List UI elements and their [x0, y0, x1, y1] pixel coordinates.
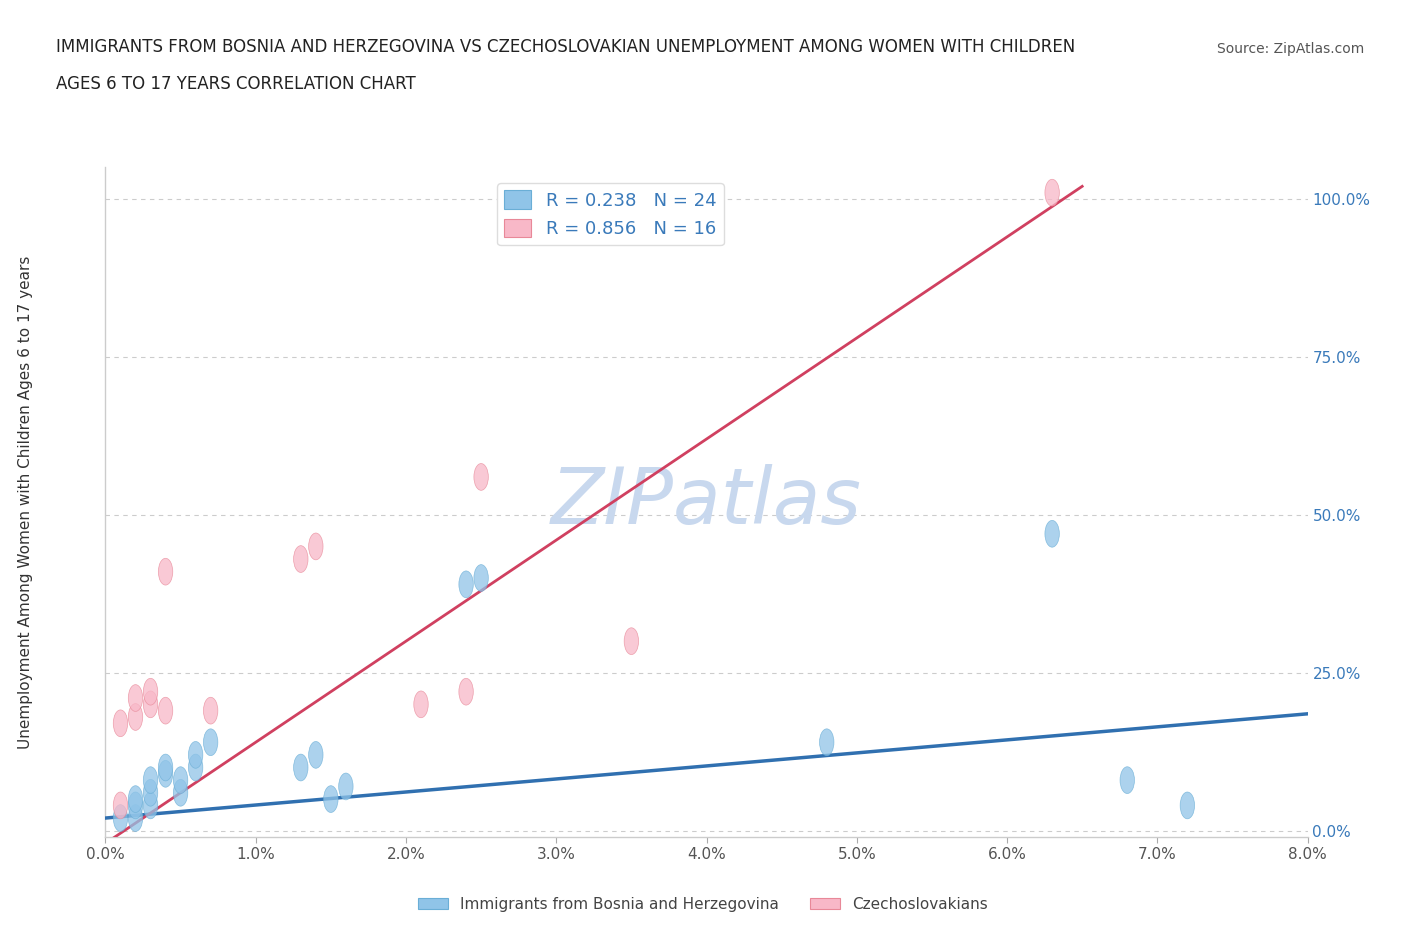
- Ellipse shape: [1045, 179, 1059, 206]
- Ellipse shape: [114, 804, 128, 831]
- Text: Unemployment Among Women with Children Ages 6 to 17 years: Unemployment Among Women with Children A…: [18, 256, 32, 749]
- Ellipse shape: [143, 792, 157, 818]
- Ellipse shape: [173, 766, 188, 793]
- Ellipse shape: [1121, 766, 1135, 793]
- Ellipse shape: [294, 546, 308, 573]
- Ellipse shape: [159, 698, 173, 724]
- Ellipse shape: [128, 786, 143, 813]
- Ellipse shape: [458, 678, 474, 705]
- Ellipse shape: [474, 565, 488, 591]
- Ellipse shape: [308, 533, 323, 560]
- Ellipse shape: [128, 792, 143, 818]
- Ellipse shape: [128, 684, 143, 711]
- Legend: Immigrants from Bosnia and Herzegovina, Czechoslovakians: Immigrants from Bosnia and Herzegovina, …: [412, 891, 994, 918]
- Ellipse shape: [143, 766, 157, 793]
- Ellipse shape: [294, 754, 308, 781]
- Text: AGES 6 TO 17 YEARS CORRELATION CHART: AGES 6 TO 17 YEARS CORRELATION CHART: [56, 75, 416, 93]
- Ellipse shape: [820, 729, 834, 756]
- Text: IMMIGRANTS FROM BOSNIA AND HERZEGOVINA VS CZECHOSLOVAKIAN UNEMPLOYMENT AMONG WOM: IMMIGRANTS FROM BOSNIA AND HERZEGOVINA V…: [56, 38, 1076, 56]
- Ellipse shape: [159, 754, 173, 781]
- Ellipse shape: [188, 754, 202, 781]
- Ellipse shape: [188, 741, 202, 768]
- Text: ZIPatlas: ZIPatlas: [551, 464, 862, 540]
- Ellipse shape: [1180, 792, 1195, 818]
- Ellipse shape: [474, 463, 488, 490]
- Ellipse shape: [413, 691, 429, 718]
- Ellipse shape: [143, 779, 157, 806]
- Ellipse shape: [339, 773, 353, 800]
- Ellipse shape: [323, 786, 337, 813]
- Ellipse shape: [204, 729, 218, 756]
- Ellipse shape: [308, 741, 323, 768]
- Ellipse shape: [128, 804, 143, 831]
- Ellipse shape: [143, 691, 157, 718]
- Ellipse shape: [114, 792, 128, 818]
- Legend: R = 0.238   N = 24, R = 0.856   N = 16: R = 0.238 N = 24, R = 0.856 N = 16: [498, 183, 724, 246]
- Ellipse shape: [173, 779, 188, 806]
- Ellipse shape: [143, 678, 157, 705]
- Ellipse shape: [128, 704, 143, 730]
- Ellipse shape: [159, 761, 173, 787]
- Ellipse shape: [114, 710, 128, 737]
- Ellipse shape: [204, 698, 218, 724]
- Text: Source: ZipAtlas.com: Source: ZipAtlas.com: [1216, 42, 1364, 56]
- Ellipse shape: [1045, 521, 1059, 547]
- Ellipse shape: [159, 558, 173, 585]
- Ellipse shape: [624, 628, 638, 655]
- Ellipse shape: [458, 571, 474, 598]
